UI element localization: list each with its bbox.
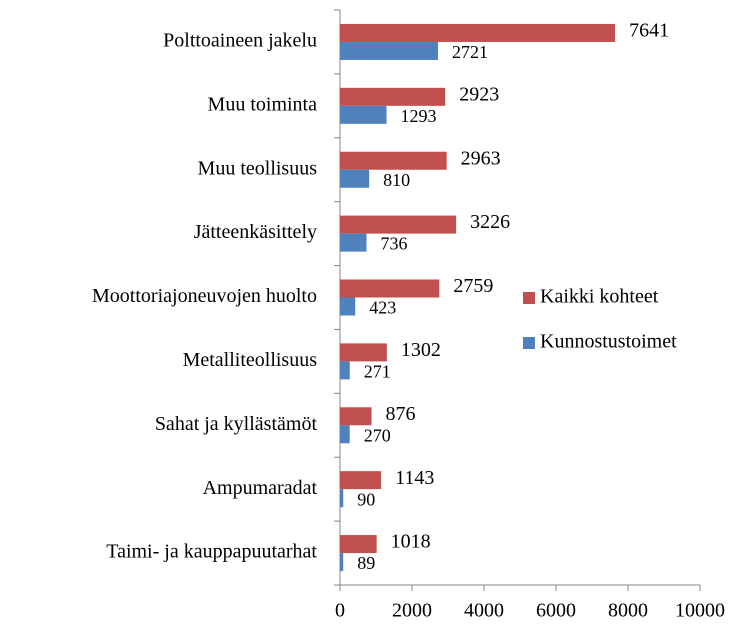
value-label: 2923: [459, 83, 499, 105]
x-tick-label: 4000: [464, 600, 504, 622]
bar: [340, 343, 387, 362]
legend-swatch: [523, 292, 535, 304]
value-label: 90: [357, 489, 375, 509]
bar: [340, 407, 372, 426]
bar: [340, 169, 370, 188]
y-tick-label: Taimi- ja kauppapuutarhat: [106, 541, 317, 563]
bar: [340, 87, 446, 106]
value-label: 2721: [452, 42, 488, 62]
x-tick-label: 2000: [392, 600, 432, 622]
y-tick-label: Metalliteollisuus: [183, 349, 318, 371]
y-tick-label: Muu toiminta: [208, 93, 318, 115]
bar: [340, 489, 344, 508]
legend-label: Kaikki kohteet: [540, 286, 659, 308]
value-label: 89: [357, 553, 375, 573]
x-tick-label: 8000: [608, 600, 648, 622]
bar: [340, 279, 440, 298]
value-label: 2759: [453, 275, 493, 297]
y-tick-label: Muu teollisuus: [198, 157, 318, 179]
bar: [340, 151, 447, 170]
x-tick-label: 10000: [675, 600, 725, 622]
value-label: 1302: [401, 339, 441, 361]
bar: [340, 233, 367, 252]
bar: [340, 23, 616, 42]
value-label: 2963: [461, 147, 501, 169]
bar: [340, 471, 382, 490]
bar: [340, 425, 350, 444]
value-label: 7641: [629, 20, 669, 42]
legend-label: Kunnostustoimet: [540, 331, 677, 353]
y-tick-label: Ampumaradat: [203, 477, 318, 499]
bar: [340, 105, 387, 124]
value-label: 1143: [395, 467, 434, 489]
bar: [340, 297, 356, 316]
value-label: 3226: [470, 211, 510, 233]
value-label: 810: [383, 170, 410, 190]
bar: [340, 41, 438, 60]
y-tick-label: Jätteenkäsittely: [194, 221, 317, 243]
value-label: 271: [364, 362, 391, 382]
y-tick-label: Polttoaineen jakelu: [163, 30, 317, 52]
value-label: 270: [364, 425, 391, 445]
value-label: 1293: [401, 106, 437, 126]
x-tick-label: 0: [335, 600, 345, 622]
value-label: 736: [380, 234, 407, 254]
y-tick-label: Sahat ja kyllästämöt: [155, 413, 318, 435]
value-label: 876: [386, 403, 416, 425]
bar: [340, 535, 377, 554]
bar: [340, 215, 457, 234]
value-label: 1018: [391, 531, 431, 553]
bar: [340, 361, 350, 380]
value-label: 423: [369, 298, 396, 318]
legend-swatch: [523, 337, 535, 349]
bar: [340, 553, 344, 572]
y-tick-label: Moottoriajoneuvojen huolto: [92, 285, 317, 307]
x-tick-label: 6000: [536, 600, 576, 622]
